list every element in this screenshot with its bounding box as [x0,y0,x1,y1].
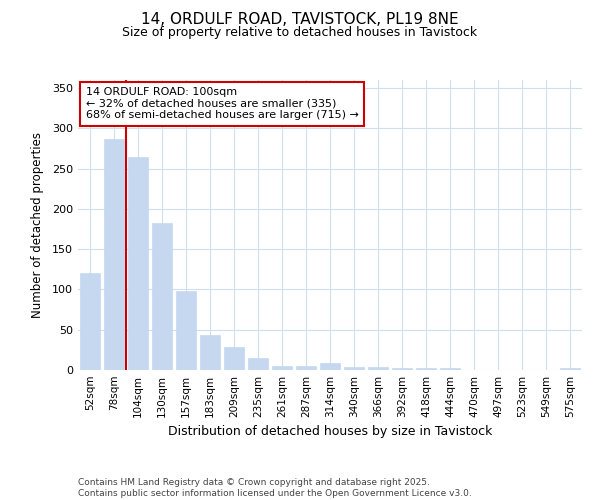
Text: 14, ORDULF ROAD, TAVISTOCK, PL19 8NE: 14, ORDULF ROAD, TAVISTOCK, PL19 8NE [141,12,459,28]
Y-axis label: Number of detached properties: Number of detached properties [31,132,44,318]
Bar [248,358,268,370]
Text: 14 ORDULF ROAD: 100sqm
← 32% of detached houses are smaller (335)
68% of semi-de: 14 ORDULF ROAD: 100sqm ← 32% of detached… [86,87,358,120]
Bar [416,368,436,370]
Bar [200,334,220,370]
Bar [320,363,340,370]
Bar [440,368,460,370]
X-axis label: Distribution of detached houses by size in Tavistock: Distribution of detached houses by size … [168,426,492,438]
Bar [560,368,580,370]
Bar [80,274,100,370]
Bar [344,367,364,370]
Bar [368,367,388,370]
Text: Size of property relative to detached houses in Tavistock: Size of property relative to detached ho… [122,26,478,39]
Bar [392,368,412,370]
Text: Contains HM Land Registry data © Crown copyright and database right 2025.
Contai: Contains HM Land Registry data © Crown c… [78,478,472,498]
Bar [104,139,124,370]
Bar [152,224,172,370]
Bar [128,156,148,370]
Bar [224,348,244,370]
Bar [176,291,196,370]
Bar [296,366,316,370]
Bar [272,366,292,370]
